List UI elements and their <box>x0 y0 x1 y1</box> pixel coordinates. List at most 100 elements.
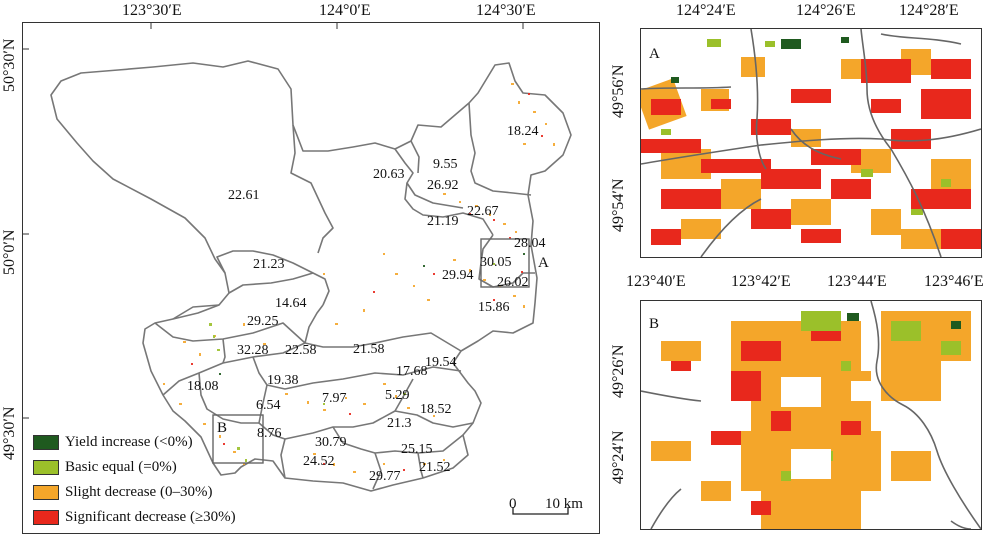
boundary-line-13 <box>252 356 462 390</box>
top-coord-2: 124°0′E <box>319 2 371 19</box>
boundary-line-21 <box>198 372 259 424</box>
region-label-24: 7.97 <box>322 391 347 406</box>
inset-b-road-4 <box>950 520 972 529</box>
region-label-2: 9.55 <box>433 157 458 172</box>
inset-a-road-4 <box>880 33 962 45</box>
region-label-25: 6.54 <box>256 398 281 413</box>
region-label-10: 30.05 <box>480 255 512 270</box>
inset-b-boundaries <box>641 301 981 529</box>
inset-a-letter: A <box>649 46 660 62</box>
region-label-32: 21.52 <box>419 460 451 475</box>
inset-b-left-coord-1: 49°26′N <box>610 344 627 398</box>
inset-b-top-coord-2: 123°42′E <box>731 273 791 290</box>
inset-box-b <box>212 414 264 464</box>
region-label-19: 19.54 <box>425 355 457 370</box>
region-label-12: 26.02 <box>497 275 529 290</box>
inset-a-road-6 <box>790 128 842 160</box>
region-label-15: 29.25 <box>247 314 279 329</box>
scale-distance-label: 10 km <box>545 496 583 512</box>
region-label-17: 22.58 <box>285 343 317 358</box>
inset-b-top-coord-4: 123°46′E <box>924 273 984 290</box>
inset-box-a <box>480 238 530 288</box>
region-label-27: 21.3 <box>387 416 412 431</box>
region-label-3: 20.63 <box>373 167 405 182</box>
legend-label-significant-decrease: Significant decrease (≥30%) <box>65 509 236 525</box>
inset-a-left-coord-1: 49°56′N <box>610 64 627 118</box>
inset-a-frame: A <box>640 28 982 258</box>
inset-a-road-1 <box>641 128 981 165</box>
inset-a-left-coord-2: 49°54′N <box>610 178 627 232</box>
boundary-line-6 <box>478 234 535 288</box>
inset-b-svg <box>641 301 981 529</box>
inset-b-fields <box>651 311 971 529</box>
inset-b-left-coord-2: 49°24′N <box>610 430 627 484</box>
region-label-31: 24.52 <box>303 454 335 469</box>
top-coord-3: 124°30′E <box>476 2 536 19</box>
inset-b-road-3 <box>650 488 682 529</box>
region-label-18: 21.58 <box>353 342 385 357</box>
inset-a-road-3 <box>860 29 942 257</box>
inset-b-frame: B <box>640 300 982 530</box>
inset-b-road-2 <box>641 390 702 402</box>
inset-a-fields <box>641 37 981 249</box>
legend-label-basic-equal: Basic equal (=0%) <box>65 459 177 475</box>
boundary-line-5 <box>404 182 494 236</box>
boundary-line-20 <box>222 338 226 364</box>
box-a-letter: A <box>538 255 549 271</box>
region-label-22: 19.38 <box>267 373 299 388</box>
boundary-line-15 <box>280 438 286 479</box>
inset-a-road-7 <box>700 198 762 257</box>
boundary-line-4 <box>410 140 420 174</box>
legend-swatch-significant-decrease <box>33 510 59 525</box>
region-label-16: 32.28 <box>237 343 269 358</box>
box-b-letter: B <box>217 420 228 436</box>
region-label-7: 21.19 <box>427 214 459 229</box>
boundary-line-14 <box>258 378 414 440</box>
boundary-line-8 <box>304 304 462 352</box>
crop-speckles <box>163 83 555 473</box>
inset-a-top-coord-2: 124°26′E <box>796 2 856 19</box>
boundary-line-11 <box>172 304 220 320</box>
boundary-line-16 <box>332 426 464 454</box>
region-label-5: 22.61 <box>228 188 260 203</box>
inset-b-road-1 <box>870 301 981 529</box>
inset-b-letter: B <box>649 316 660 332</box>
legend-item-yield-increase: Yield increase (<0%) <box>33 434 193 451</box>
legend-item-significant-decrease: Significant decrease (≥30%) <box>33 509 236 526</box>
boundary-line-18 <box>417 452 424 479</box>
region-label-29: 30.79 <box>315 435 347 450</box>
region-label-21: 18.08 <box>187 379 219 394</box>
scale-bar <box>512 507 569 515</box>
inset-b-top-coord-1: 123°40′E <box>626 273 686 290</box>
main-map-svg <box>23 23 572 515</box>
scale-zero-label: 0 <box>509 496 517 512</box>
region-label-6: 22.67 <box>467 204 499 219</box>
inset-a-top-coord-3: 124°28′E <box>899 2 959 19</box>
legend-label-slight-decrease: Slight decrease (0–30%) <box>65 484 213 500</box>
boundary-line-3 <box>468 102 532 196</box>
region-label-23: 5.29 <box>385 388 410 403</box>
left-coord-1: 50°30′N <box>1 38 18 92</box>
region-label-14: 15.86 <box>478 300 510 315</box>
region-label-4: 26.92 <box>427 178 459 193</box>
top-coord-1: 123°30′E <box>122 2 182 19</box>
county-boundaries <box>50 60 572 492</box>
region-label-30: 25.15 <box>401 442 433 457</box>
legend-label-yield-increase: Yield increase (<0%) <box>65 434 193 450</box>
legend-swatch-slight-decrease <box>33 485 59 500</box>
inset-a-road-2 <box>750 29 767 170</box>
study-area-outline <box>50 60 572 492</box>
inset-a-top-coord-1: 124°24′E <box>676 2 736 19</box>
region-label-33: 29.77 <box>369 469 401 484</box>
region-label-20: 17.68 <box>396 364 428 379</box>
inset-b-top-coord-3: 123°44′E <box>827 273 887 290</box>
boundary-line-1 <box>290 124 334 254</box>
region-label-8: 28.04 <box>514 236 546 251</box>
region-label-13: 14.64 <box>275 296 307 311</box>
left-coord-3: 49°30′N <box>1 406 18 460</box>
boundary-line-7 <box>228 272 330 306</box>
left-coord-2: 50°0′N <box>1 229 18 275</box>
region-label-26: 18.52 <box>420 402 452 417</box>
boundary-line-17 <box>372 452 382 490</box>
legend-swatch-yield-increase <box>33 435 59 450</box>
